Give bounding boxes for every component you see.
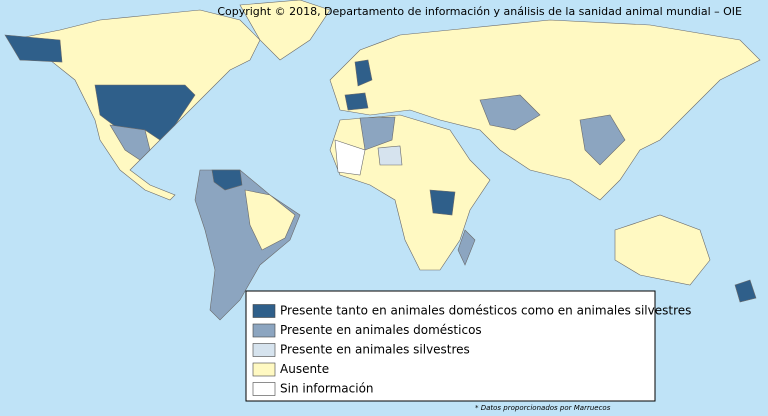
venezuela <box>211 169 243 191</box>
west-africa <box>377 145 403 166</box>
new-zealand <box>734 279 757 303</box>
legend-label: Ausente <box>280 362 329 376</box>
australia <box>614 214 711 286</box>
legend-label: Presente tanto en animales domésticos co… <box>280 304 691 318</box>
africa <box>329 114 491 271</box>
legend-swatch <box>252 362 276 377</box>
land <box>4 0 761 321</box>
sahara <box>334 139 366 176</box>
legend-swatch <box>252 382 276 396</box>
footnote: * Datos proporcionados por Marruecos <box>475 404 611 412</box>
uk <box>354 59 373 87</box>
legend-label: Sin información <box>280 382 374 396</box>
brazil <box>244 189 296 251</box>
tanzania <box>429 189 456 216</box>
eurasia <box>329 19 761 201</box>
legend-swatch <box>252 343 276 357</box>
iberia <box>344 92 369 111</box>
greenland <box>239 0 331 61</box>
north-africa <box>359 116 396 151</box>
copyright: Copyright © 2018, Departamento de inform… <box>217 5 742 18</box>
legend-label: Presente en animales domésticos <box>280 323 482 337</box>
legend: Presente tanto en animales domésticos co… <box>252 304 691 396</box>
south-asia <box>579 114 626 166</box>
mexico <box>109 124 151 161</box>
legend-swatch <box>252 323 276 338</box>
middle-asia <box>479 94 541 131</box>
legend-swatch <box>252 304 276 318</box>
legend-label: Presente en animales silvestres <box>280 343 470 357</box>
madagascar <box>457 229 476 266</box>
legend-box <box>245 290 656 402</box>
alaska <box>4 34 63 63</box>
